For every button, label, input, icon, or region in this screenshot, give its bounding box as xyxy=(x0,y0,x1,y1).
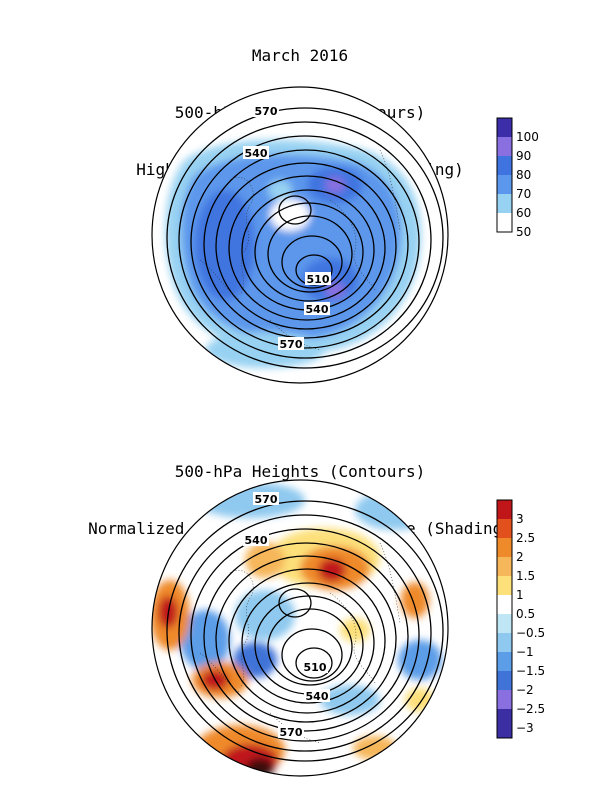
bottom-colorbar-swatch-2 xyxy=(497,538,512,557)
top-colorbar-label-90: 90 xyxy=(516,149,531,163)
bottom-contour-label-570-north: 570 xyxy=(255,493,278,506)
bottom-colorbar-label-3: 3 xyxy=(516,512,524,526)
bottom-polar-map: 570 540 510 540 570 xyxy=(151,479,449,777)
bottom-map-border xyxy=(151,479,449,777)
top-polar-map: 570 540 510 540 570 xyxy=(151,86,449,384)
bottom-colorbar-swatch-neg-2-5 xyxy=(497,690,512,709)
bottom-contour-labels: 570 540 510 540 570 xyxy=(243,492,330,739)
bottom-contour-label-540-north: 540 xyxy=(245,534,268,547)
bottom-colorbar-label-neg-2: −2 xyxy=(516,683,534,697)
top-colorbar-label-60: 60 xyxy=(516,206,531,220)
top-map-border xyxy=(151,86,449,384)
bottom-colorbar: 3 2.5 2 1.5 1 0.5 −0.5 −1 −1.5 −2 −2.5 −… xyxy=(496,499,545,739)
bottom-contour-label-540-south: 540 xyxy=(306,690,329,703)
bottom-colorbar-swatch-0-5 xyxy=(497,595,512,614)
top-colorbar-swatch-100 xyxy=(497,118,512,137)
top-colorbar-label-50: 50 xyxy=(516,225,531,239)
bottom-colorbar-swatch-2-5 xyxy=(497,519,512,538)
bottom-colorbar-label-0-5: 0.5 xyxy=(516,607,535,621)
bottom-contour-label-510: 510 xyxy=(304,661,327,674)
bottom-colorbar-label-neg-2-5: −2.5 xyxy=(516,702,545,716)
top-colorbar-label-100: 100 xyxy=(516,130,539,144)
bottom-colorbar-swatch-neg-2 xyxy=(497,671,512,690)
top-colorbar-label-80: 80 xyxy=(516,168,531,182)
top-contour-label-540-north: 540 xyxy=(245,147,268,160)
bottom-colorbar-swatch-neg-1 xyxy=(497,633,512,652)
bottom-colorbar-swatch-neg-0-5 xyxy=(497,614,512,633)
bottom-colorbar-label-neg-1-5: −1.5 xyxy=(516,664,545,678)
top-colorbar-swatch-70 xyxy=(497,175,512,194)
bottom-colorbar-label-neg-1: −1 xyxy=(516,645,534,659)
bottom-colorbar-label-2: 2 xyxy=(516,550,524,564)
bottom-coastlines xyxy=(199,542,401,744)
bottom-colorbar-label-1-5: 1.5 xyxy=(516,569,535,583)
bottom-contour-label-570-south: 570 xyxy=(280,726,303,739)
bottom-colorbar-swatch-neg-1-5 xyxy=(497,652,512,671)
top-contour-label-540-south: 540 xyxy=(306,303,329,316)
bottom-colorbar-swatch-1 xyxy=(497,576,512,595)
bottom-colorbar-swatch-neg-3 xyxy=(497,709,512,738)
top-contour-label-570-south: 570 xyxy=(280,338,303,351)
top-colorbar: 100 90 80 70 60 50 xyxy=(496,117,539,239)
top-colorbar-label-70: 70 xyxy=(516,187,531,201)
bottom-title-line-1: 500-hPa Heights (Contours) xyxy=(174,462,426,481)
bottom-colorbar-swatch-3 xyxy=(497,500,512,519)
top-contour-label-570-north: 570 xyxy=(255,105,278,118)
bottom-colorbar-label-neg-3: −3 xyxy=(516,721,534,735)
top-colorbar-swatch-80 xyxy=(497,156,512,175)
top-colorbar-swatch-50 xyxy=(497,213,512,232)
bottom-height-contours xyxy=(166,500,444,762)
top-contour-labels: 570 540 510 540 570 xyxy=(243,104,331,351)
bottom-colorbar-swatch-1-5 xyxy=(497,557,512,576)
top-coastlines xyxy=(199,149,401,351)
top-colorbar-swatch-60 xyxy=(497,194,512,213)
bottom-colorbar-label-2-5: 2.5 xyxy=(516,531,535,545)
top-colorbar-swatch-90 xyxy=(497,137,512,156)
top-contour-label-510: 510 xyxy=(307,273,330,286)
bottom-colorbar-label-neg-0-5: −0.5 xyxy=(516,626,545,640)
bottom-colorbar-label-1: 1 xyxy=(516,588,524,602)
top-height-contours xyxy=(166,107,444,369)
top-title-line-1: March 2016 xyxy=(251,46,349,65)
